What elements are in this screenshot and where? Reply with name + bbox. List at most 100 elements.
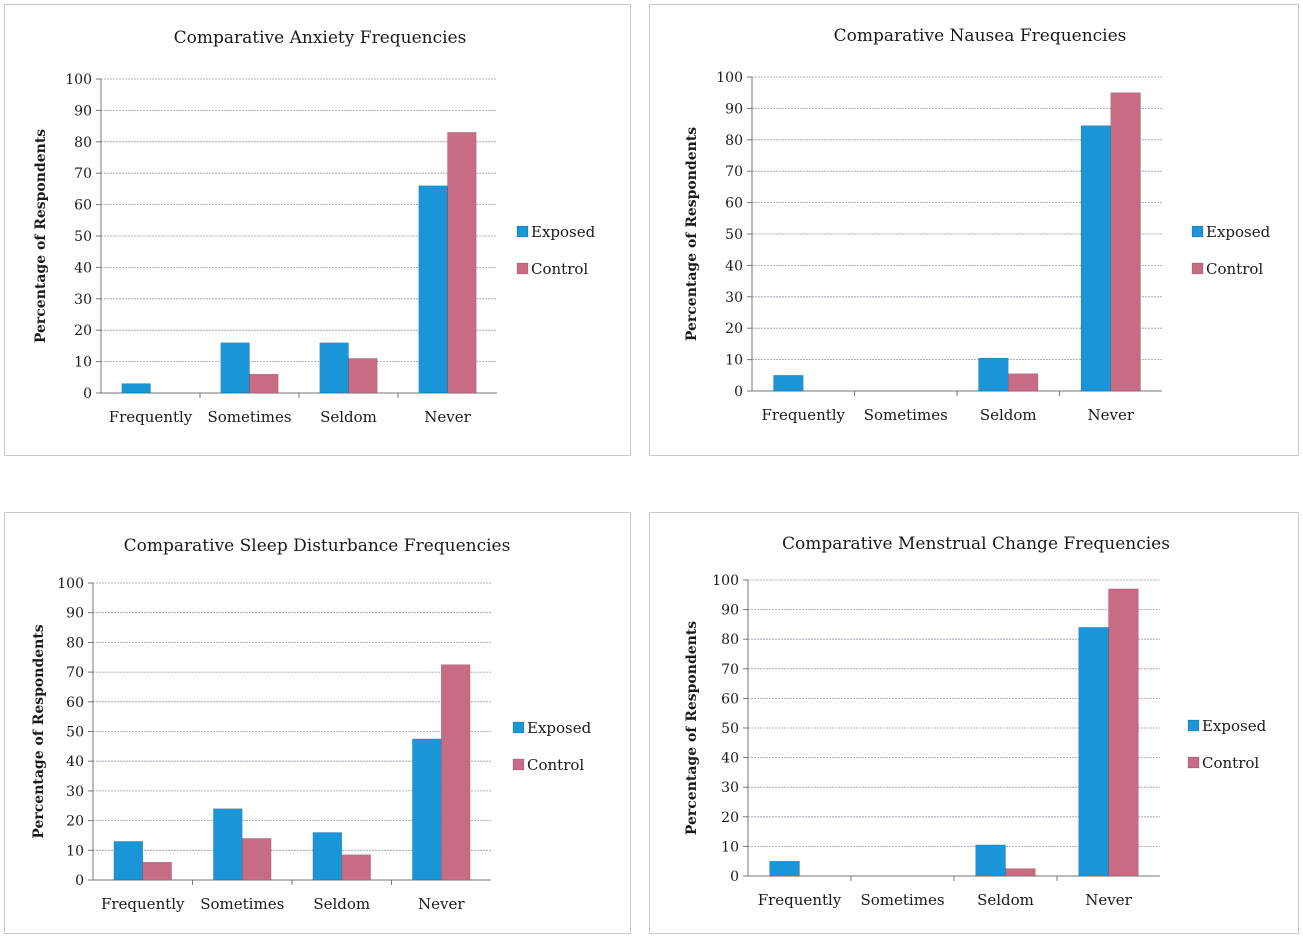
- y-tick-label: 40: [721, 751, 739, 767]
- legend-label-exposed: Exposed: [527, 719, 592, 737]
- x-category-label: Never: [1085, 891, 1132, 909]
- y-axis-label: Percentage of Respondents: [684, 621, 700, 835]
- y-tick-label: 0: [83, 386, 92, 402]
- y-tick-label: 80: [74, 135, 92, 151]
- bar-exposed-never: [412, 738, 442, 881]
- x-category-label: Frequently: [758, 891, 842, 909]
- x-category-label: Sometimes: [207, 408, 291, 426]
- y-tick-label: 30: [66, 784, 84, 800]
- bar-control-seldom: [1008, 373, 1039, 392]
- x-category-label: Sometimes: [864, 406, 948, 424]
- y-tick-label: 90: [66, 606, 84, 622]
- y-tick-label: 80: [66, 635, 84, 651]
- legend-label-control: Control: [1202, 754, 1259, 772]
- bar-control-never: [1110, 92, 1141, 392]
- legend-swatch-control: [1191, 262, 1204, 275]
- legend-label-exposed: Exposed: [1202, 717, 1267, 735]
- y-tick-label: 70: [66, 665, 84, 681]
- bar-exposed-seldom: [312, 832, 342, 881]
- bar-exposed-never: [1078, 627, 1109, 877]
- chart-panel-nausea: Comparative Nausea Frequencies Percentage…: [649, 4, 1299, 456]
- y-tick-label: 10: [74, 355, 92, 371]
- legend-swatch-control: [1187, 756, 1200, 769]
- y-tick-label: 60: [721, 691, 739, 707]
- y-tick-label: 0: [734, 384, 743, 400]
- chart-title: Comparative Nausea Frequencies: [834, 26, 1127, 46]
- y-axis-label: Percentage of Respondents: [33, 129, 49, 343]
- x-category-label: Seldom: [977, 891, 1034, 909]
- x-category-label: Seldom: [313, 895, 370, 913]
- y-axis-label: Percentage of Respondents: [31, 624, 47, 838]
- y-tick-label: 100: [716, 70, 743, 86]
- bar-control-sometimes: [249, 373, 279, 394]
- x-category-label: Frequently: [109, 408, 193, 426]
- bar-exposed-seldom: [978, 357, 1009, 392]
- y-tick-label: 70: [74, 166, 92, 182]
- chart-title: Comparative Menstrual Change Frequencies: [782, 534, 1170, 554]
- y-tick-label: 20: [725, 321, 743, 337]
- bar-control-never: [447, 132, 477, 394]
- y-tick-label: 100: [712, 573, 739, 589]
- bar-exposed-frequently: [773, 375, 804, 392]
- chart-title: Comparative Sleep Disturbance Frequencie…: [124, 536, 511, 556]
- bar-exposed-frequently: [121, 383, 151, 394]
- x-category-label: Seldom: [320, 408, 377, 426]
- legend-label-exposed: Exposed: [531, 223, 596, 241]
- y-tick-label: 30: [721, 780, 739, 796]
- legend-label-control: Control: [531, 260, 588, 278]
- x-category-label: Frequently: [761, 406, 845, 424]
- y-tick-label: 20: [721, 810, 739, 826]
- bar-control-seldom: [348, 358, 378, 394]
- legend-swatch-control: [516, 262, 529, 275]
- y-tick-label: 30: [74, 292, 92, 308]
- chart-panel-anxiety: Comparative Anxiety Frequencies Percentag…: [4, 4, 631, 456]
- bar-control-seldom: [1005, 868, 1036, 877]
- legend-label-control: Control: [1206, 260, 1263, 278]
- legend-swatch-exposed: [512, 721, 525, 734]
- y-tick-label: 100: [65, 72, 92, 88]
- y-tick-label: 90: [74, 103, 92, 119]
- y-tick-label: 60: [74, 198, 92, 214]
- bar-control-seldom: [341, 854, 371, 881]
- x-category-label: Never: [424, 408, 471, 426]
- chart-menstrual-change: Comparative Menstrual Change Frequencies…: [684, 534, 1267, 909]
- y-tick-label: 70: [721, 662, 739, 678]
- bar-exposed-frequently: [113, 841, 143, 881]
- y-tick-label: 70: [725, 164, 743, 180]
- x-category-label: Sometimes: [200, 895, 284, 913]
- y-tick-label: 20: [74, 323, 92, 339]
- bar-control-frequently: [142, 861, 172, 881]
- bar-exposed-sometimes: [213, 808, 243, 881]
- legend-swatch-exposed: [1187, 719, 1200, 732]
- y-tick-label: 50: [66, 725, 84, 741]
- chart-nausea: Comparative Nausea Frequencies Percentage…: [684, 26, 1271, 424]
- y-tick-label: 40: [66, 754, 84, 770]
- bar-control-never: [1108, 588, 1139, 877]
- x-category-label: Frequently: [101, 895, 185, 913]
- bar-exposed-frequently: [769, 860, 800, 877]
- y-tick-label: 0: [730, 869, 739, 885]
- legend-swatch-exposed: [1191, 225, 1204, 238]
- y-tick-label: 40: [74, 260, 92, 276]
- chart-panel-sleep-disturbance: Comparative Sleep Disturbance Frequencie…: [4, 512, 631, 934]
- y-tick-label: 100: [57, 576, 84, 592]
- bar-exposed-never: [418, 185, 448, 394]
- bar-exposed-sometimes: [220, 342, 250, 394]
- legend-swatch-control: [512, 758, 525, 771]
- bar-exposed-never: [1080, 125, 1111, 392]
- y-axis-label: Percentage of Respondents: [684, 127, 700, 341]
- y-tick-label: 10: [66, 843, 84, 859]
- chart-title: Comparative Anxiety Frequencies: [174, 28, 467, 48]
- chart-sleep-disturbance: Comparative Sleep Disturbance Frequencie…: [31, 536, 592, 913]
- y-tick-label: 50: [721, 721, 739, 737]
- y-tick-label: 80: [725, 133, 743, 149]
- x-category-label: Never: [1087, 406, 1134, 424]
- y-tick-label: 80: [721, 632, 739, 648]
- y-tick-label: 10: [721, 839, 739, 855]
- y-tick-label: 20: [66, 814, 84, 830]
- y-tick-label: 40: [725, 258, 743, 274]
- legend-swatch-exposed: [516, 225, 529, 238]
- y-tick-label: 50: [725, 227, 743, 243]
- bar-control-sometimes: [242, 838, 272, 881]
- chart-panel-menstrual-change: Comparative Menstrual Change Frequencies…: [649, 512, 1299, 934]
